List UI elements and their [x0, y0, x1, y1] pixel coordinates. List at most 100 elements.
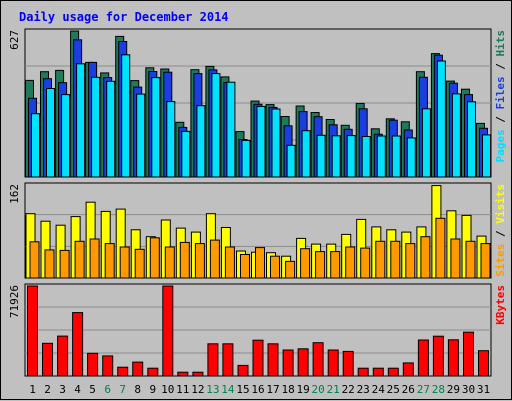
- day-label-17: 17: [266, 383, 279, 396]
- bar-pages-day-19: [301, 130, 311, 178]
- bar-pages-day-3: [61, 94, 71, 178]
- bar-kbytes-day-23: [357, 367, 369, 377]
- legend-files: Files: [494, 76, 507, 109]
- bar-pages-day-27: [421, 108, 431, 178]
- bar-pages-day-31: [482, 134, 491, 178]
- bar-sites-day-27: [420, 236, 431, 279]
- bar-sites-day-29: [450, 238, 461, 279]
- bar-pages-day-20: [316, 134, 326, 178]
- bar-pages-day-24: [376, 135, 386, 178]
- y-max-label: 627: [8, 30, 21, 50]
- bar-sites-day-28: [435, 217, 446, 279]
- bar-pages-day-13: [211, 73, 221, 178]
- bar-kbytes-day-24: [372, 367, 384, 377]
- bar-kbytes-day-19: [297, 348, 309, 377]
- day-label-5: 5: [89, 383, 96, 396]
- legend-visits: Visits: [494, 184, 507, 224]
- bar-kbytes-day-26: [402, 362, 414, 377]
- bar-pages-day-21: [331, 135, 341, 178]
- bar-kbytes-day-7: [117, 366, 129, 377]
- day-label-20: 20: [311, 383, 324, 396]
- bar-sites-day-15: [240, 254, 250, 279]
- bar-pages-day-8: [136, 93, 146, 178]
- panel-visits-sites: 162 Sites / Visits: [8, 182, 507, 279]
- bar-pages-day-30: [467, 101, 476, 178]
- panel-hits-files-pages: 627 Pages / Files / Hits: [8, 28, 507, 178]
- bar-sites-day-13: [209, 239, 220, 279]
- bar-pages-day-14: [226, 81, 236, 178]
- day-label-6: 6: [104, 383, 111, 396]
- day-label-7: 7: [119, 383, 126, 396]
- panel-kbytes: 71926 KBytes: [8, 283, 507, 377]
- bar-kbytes-day-29: [447, 339, 459, 377]
- bar-pages-day-7: [121, 54, 131, 178]
- bar-sites-day-19: [300, 248, 311, 279]
- bar-pages-day-22: [346, 135, 356, 178]
- bar-kbytes-day-14: [222, 343, 234, 377]
- bar-kbytes-day-27: [417, 339, 429, 377]
- bar-pages-day-1: [31, 113, 40, 178]
- bar-sites-day-7: [119, 246, 130, 279]
- bar-sites-day-21: [330, 251, 341, 279]
- y-max-label: 162: [8, 184, 21, 204]
- bar-pages-day-25: [391, 135, 401, 178]
- day-label-28: 28: [432, 383, 445, 396]
- bar-sites-day-23: [360, 247, 371, 279]
- bar-sites-day-8: [134, 248, 145, 279]
- bar-sites-day-5: [89, 238, 100, 279]
- bar-sites-day-11: [179, 241, 190, 279]
- legend-separator: /: [494, 224, 507, 244]
- bar-sites-day-9: [149, 237, 160, 279]
- bar-kbytes-day-6: [102, 355, 114, 377]
- bar-pages-day-15: [241, 139, 251, 178]
- chart-panels: 627 Pages / Files / Hits 162 Sites / Visits…: [8, 28, 507, 377]
- day-label-14: 14: [221, 383, 235, 396]
- bar-sites-day-2: [44, 249, 55, 279]
- bar-kbytes-day-3: [57, 335, 69, 377]
- bar-pages-day-18: [286, 144, 296, 178]
- bar-sites-day-1: [29, 241, 40, 279]
- bar-kbytes-day-25: [387, 367, 399, 377]
- bar-pages-day-11: [181, 130, 191, 178]
- bar-kbytes-day-21: [327, 349, 339, 377]
- bar-kbytes-day-16: [252, 339, 264, 377]
- day-label-3: 3: [59, 383, 66, 396]
- bar-sites-day-25: [390, 240, 401, 279]
- bar-pages-day-12: [196, 105, 206, 178]
- bar-sites-day-17: [270, 255, 280, 279]
- bar-sites-day-4: [74, 240, 85, 279]
- day-label-9: 9: [149, 383, 156, 396]
- bar-kbytes-day-30: [463, 331, 474, 377]
- bar-kbytes-day-17: [267, 343, 279, 377]
- bar-kbytes-day-13: [207, 343, 219, 377]
- bar-sites-day-16: [255, 247, 265, 279]
- bar-sites-day-10: [164, 246, 175, 279]
- bar-sites-day-31: [480, 243, 491, 279]
- day-label-30: 30: [462, 383, 475, 396]
- day-label-16: 16: [251, 383, 264, 396]
- legend-sites: Sites: [494, 244, 507, 277]
- day-label-12: 12: [191, 383, 204, 396]
- bar-pages-day-26: [406, 137, 416, 178]
- day-label-22: 22: [342, 383, 355, 396]
- day-label-24: 24: [372, 383, 386, 396]
- day-label-19: 19: [296, 383, 309, 396]
- day-label-25: 25: [387, 383, 400, 396]
- chart-title: Daily usage for December 2014: [19, 10, 229, 24]
- legend-pages: Pages: [494, 129, 507, 162]
- bar-kbytes-day-2: [42, 342, 53, 377]
- bar-kbytes-day-1: [27, 285, 38, 377]
- legend-hits-files-pages: Pages / Files / Hits: [494, 30, 507, 163]
- legend-separator: /: [494, 110, 507, 130]
- bar-pages-day-6: [106, 80, 116, 178]
- bar-kbytes-day-18: [282, 349, 294, 377]
- day-label-18: 18: [281, 383, 294, 396]
- day-label-21: 21: [327, 383, 340, 396]
- legend-separator: /: [494, 57, 507, 77]
- bar-pages-day-28: [436, 60, 446, 178]
- bar-pages-day-29: [451, 93, 461, 178]
- bar-kbytes-day-5: [87, 352, 99, 377]
- legend-kbytes: KBytes: [494, 285, 507, 325]
